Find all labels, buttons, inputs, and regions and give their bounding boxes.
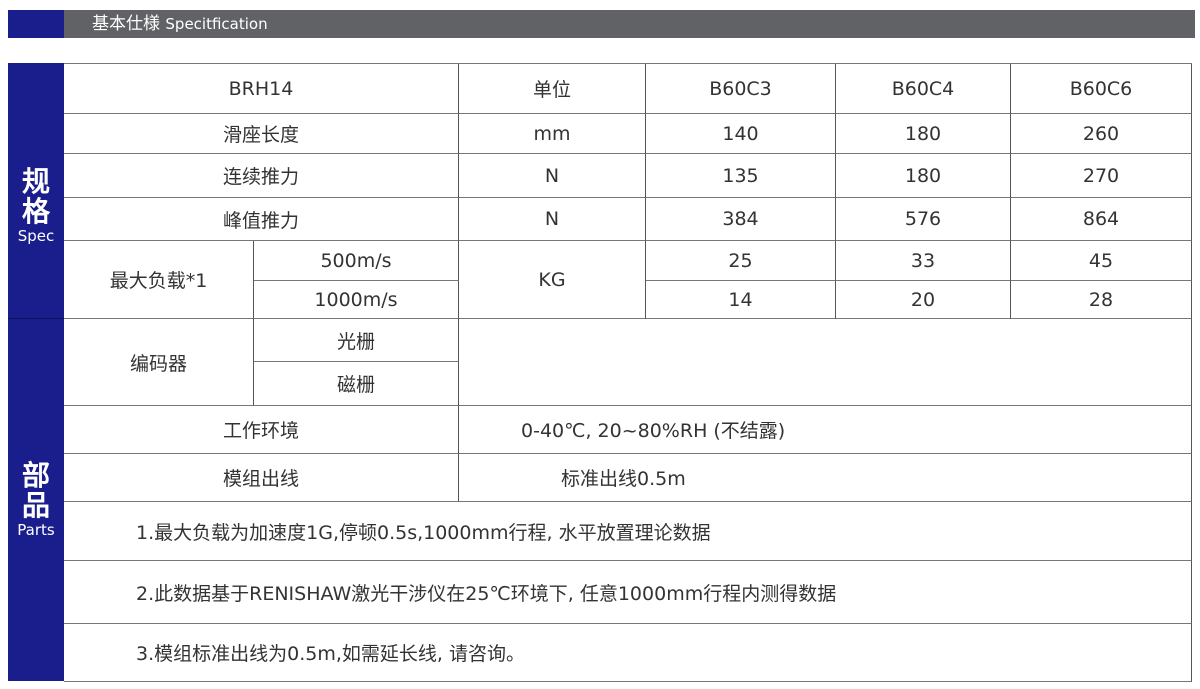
value-cell: 25: [646, 241, 836, 281]
value-cell: 384: [646, 198, 836, 241]
max-load-label: 最大负载*1: [64, 241, 254, 319]
value-cell: 28: [1011, 281, 1192, 319]
model-header: BRH14: [64, 64, 459, 114]
column-header: B60C4: [836, 64, 1011, 114]
spec-char-1: 规: [21, 165, 50, 198]
header-accent: [8, 10, 64, 38]
section-header: 基本仕様 Specitfication: [64, 10, 1195, 38]
value-cell: 576: [836, 198, 1011, 241]
encoder-blank: [459, 319, 1192, 406]
cable-label: 模组出线: [64, 454, 459, 502]
note-2: 2.此数据基于RENISHAW激光干涉仪在25℃环境下, 任意1000mm行程内…: [64, 561, 1192, 624]
max-load-unit: KG: [459, 241, 646, 319]
unit-cell: mm: [459, 114, 646, 154]
column-header: B60C3: [646, 64, 836, 114]
header-title-en: Specitfication: [165, 15, 268, 33]
value-cell: 180: [836, 154, 1011, 198]
unit-header: 单位: [459, 64, 646, 114]
row-label: 峰值推力: [64, 198, 459, 241]
unit-cell: N: [459, 154, 646, 198]
parts-char-2: 品: [21, 489, 50, 522]
value-cell: 14: [646, 281, 836, 319]
parts-side-label: 部品 Parts: [8, 319, 64, 681]
max-load-sub: 500m/s: [254, 241, 459, 281]
value-cell: 45: [1011, 241, 1192, 281]
spec-table: BRH14 单位 B60C3 B60C4 B60C6 滑座长度 mm 140 180 2…: [64, 63, 1192, 682]
value-cell: 33: [836, 241, 1011, 281]
spec-char-2: 格: [21, 195, 50, 228]
header-title-cn: 基本仕様: [92, 14, 160, 34]
parts-char-1: 部: [21, 459, 50, 492]
spec-side-label: 规格 Spec: [8, 63, 64, 319]
note-3: 3.模组标准出线为0.5m,如需延长线, 请咨询。: [64, 624, 1192, 682]
value-cell: 180: [836, 114, 1011, 154]
max-load-sub: 1000m/s: [254, 281, 459, 319]
encoder-optical: 光栅: [254, 319, 459, 362]
cable-value: 标准出线0.5m: [459, 454, 1192, 502]
encoder-label: 编码器: [64, 319, 254, 406]
environment-value: 0-40℃, 20~80%RH (不结露): [459, 406, 1192, 454]
spec-en: Spec: [17, 227, 55, 245]
value-cell: 20: [836, 281, 1011, 319]
row-label: 连续推力: [64, 154, 459, 198]
value-cell: 260: [1011, 114, 1192, 154]
note-1: 1.最大负载为加速度1G,停顿0.5s,1000mm行程, 水平放置理论数据: [64, 502, 1192, 561]
encoder-magnetic: 磁栅: [254, 362, 459, 406]
row-label: 滑座长度: [64, 114, 459, 154]
value-cell: 135: [646, 154, 836, 198]
value-cell: 140: [646, 114, 836, 154]
unit-cell: N: [459, 198, 646, 241]
environment-label: 工作环境: [64, 406, 459, 454]
value-cell: 864: [1011, 198, 1192, 241]
parts-en: Parts: [17, 521, 55, 539]
column-header: B60C6: [1011, 64, 1192, 114]
value-cell: 270: [1011, 154, 1192, 198]
